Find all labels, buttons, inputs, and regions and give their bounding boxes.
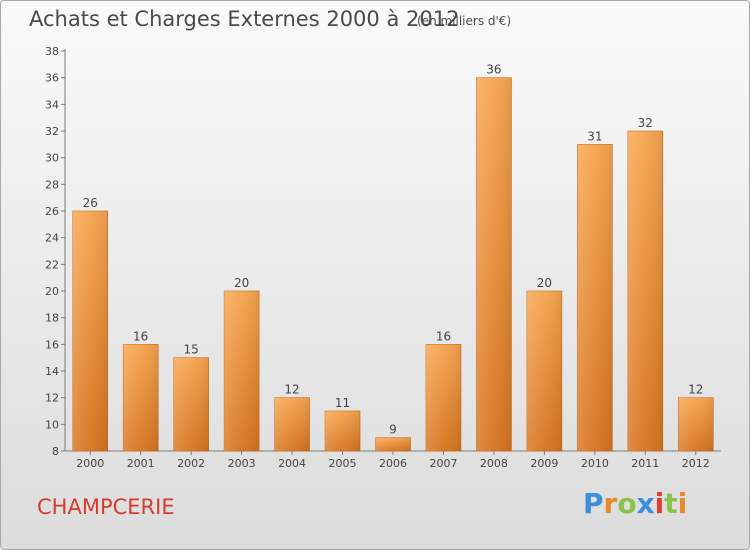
- data-label-2005: 11: [335, 396, 350, 410]
- data-label-2000: 26: [83, 196, 98, 210]
- x-tick-label-2009: 2009: [530, 457, 558, 470]
- chart-subtitle: (en milliers d'€): [417, 14, 512, 28]
- data-label-2004: 12: [284, 383, 299, 397]
- data-label-2011: 32: [638, 116, 653, 130]
- data-label-2008: 36: [486, 63, 501, 77]
- x-tick-label-2012: 2012: [682, 457, 710, 470]
- logo-letter: i: [677, 487, 688, 520]
- y-tick-label: 28: [45, 178, 59, 191]
- y-tick-label: 10: [45, 418, 59, 431]
- y-tick-label: 26: [45, 205, 59, 218]
- bar-sheen-2012: [678, 397, 714, 451]
- bar-sheen-2000: [72, 211, 108, 451]
- bar-sheen-2010: [577, 144, 613, 452]
- x-tick-label-2001: 2001: [127, 457, 155, 470]
- y-tick-label: 30: [45, 152, 59, 165]
- x-tick-label-2007: 2007: [429, 457, 457, 470]
- data-label-2003: 20: [234, 276, 249, 290]
- x-tick-label-2006: 2006: [379, 457, 407, 470]
- y-tick-label: 36: [45, 72, 59, 85]
- y-tick-label: 38: [45, 45, 59, 58]
- bar-sheen-2009: [526, 291, 562, 451]
- y-tick-label: 8: [52, 445, 59, 458]
- x-tick-label-2011: 2011: [631, 457, 659, 470]
- bar-sheen-2008: [476, 77, 512, 452]
- y-tick-label: 22: [45, 258, 59, 271]
- bar-sheen-2003: [224, 291, 260, 451]
- data-label-2006: 9: [389, 423, 397, 437]
- x-tick-label-2003: 2003: [228, 457, 256, 470]
- data-label-2010: 31: [587, 129, 602, 143]
- y-tick-label: 24: [45, 232, 59, 245]
- data-label-2001: 16: [133, 329, 148, 343]
- y-tick-label: 14: [45, 365, 59, 378]
- data-label-2002: 15: [184, 343, 199, 357]
- y-tick-label: 32: [45, 125, 59, 138]
- x-tick-label-2002: 2002: [177, 457, 205, 470]
- x-tick-label-2008: 2008: [480, 457, 508, 470]
- x-tick-label-2004: 2004: [278, 457, 306, 470]
- bar-sheen-2004: [274, 397, 310, 451]
- logo-letter: i: [654, 487, 665, 520]
- x-tick-label-2010: 2010: [581, 457, 609, 470]
- bar-sheen-2005: [325, 411, 361, 451]
- x-tick-label-2005: 2005: [329, 457, 357, 470]
- y-tick-label: 20: [45, 285, 59, 298]
- bar-sheen-2007: [425, 344, 461, 451]
- chart-title: Achats et Charges Externes 2000 à 2012: [29, 7, 460, 31]
- x-tick-label-2000: 2000: [76, 457, 104, 470]
- commune-name: CHAMPCERIE: [37, 495, 175, 519]
- y-tick-label: 34: [45, 98, 59, 111]
- y-tick-label: 12: [45, 392, 59, 405]
- bar-sheen-2001: [123, 344, 159, 451]
- data-label-2007: 16: [436, 329, 451, 343]
- bar-sheen-2002: [173, 357, 209, 451]
- proxiti-logo[interactable]: Proxiti: [583, 487, 687, 520]
- bar-sheen-2011: [627, 131, 663, 451]
- y-tick-label: 18: [45, 312, 59, 325]
- bar-sheen-2006: [375, 437, 411, 451]
- logo-letter: o: [617, 487, 637, 520]
- logo-letter: r: [603, 487, 618, 520]
- data-label-2009: 20: [537, 276, 552, 290]
- data-label-2012: 12: [688, 383, 703, 397]
- logo-letter: x: [636, 487, 655, 520]
- logo-letter: t: [664, 487, 678, 520]
- y-tick-label: 16: [45, 338, 59, 351]
- logo-letter: P: [583, 487, 604, 520]
